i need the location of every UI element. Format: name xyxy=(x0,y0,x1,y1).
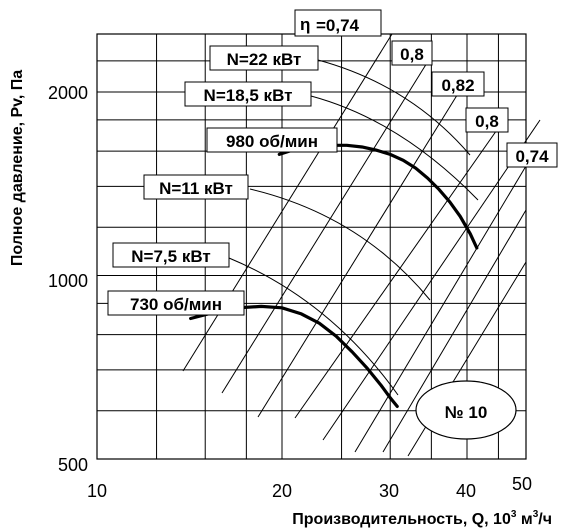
efficiency-ray xyxy=(382,209,527,453)
x-axis-label-tail: /ч xyxy=(538,511,552,528)
x-tick-label: 40 xyxy=(456,481,476,501)
power-lines xyxy=(228,59,479,396)
efficiency-ray xyxy=(221,57,431,394)
svg-text:N=7,5 кВт: N=7,5 кВт xyxy=(131,247,210,266)
svg-text:0,8: 0,8 xyxy=(400,45,424,64)
svg-text:980 об/мин: 980 об/мин xyxy=(226,132,318,151)
svg-text:N=11 кВт: N=11 кВт xyxy=(159,179,233,198)
svg-text:730 об/мин: 730 об/мин xyxy=(130,295,222,314)
efficiency-ray xyxy=(322,119,541,441)
x-tick-label: 50 xyxy=(512,474,532,494)
svg-text:0,8: 0,8 xyxy=(475,112,499,131)
power-arc xyxy=(228,257,399,396)
eta-symbol: η xyxy=(300,15,310,34)
model-badge: № 10 xyxy=(415,380,517,440)
x-axis-label-unit: м xyxy=(516,511,532,528)
x-tick-label: 10 xyxy=(87,481,107,501)
svg-text:№ 10: № 10 xyxy=(445,403,488,422)
eta-label-0-8-left: 0,8 xyxy=(391,40,433,66)
x-axis-label: Производительность, Q, 103 м3/ч xyxy=(292,509,552,528)
eta-label-0-74-right: 0,74 xyxy=(506,142,558,168)
svg-text:0,74: 0,74 xyxy=(515,147,549,166)
y-tick-label: 2000 xyxy=(48,83,88,103)
eta-label-0-82: 0,82 xyxy=(431,71,485,97)
eta-label-0-8-right: 0,8 xyxy=(465,107,509,133)
speed-label-730: 730 об/мин xyxy=(107,290,245,316)
power-label-22: N=22 кВт xyxy=(209,45,319,71)
x-tick-label: 20 xyxy=(272,481,292,501)
svg-text:N=18,5 кВт: N=18,5 кВт xyxy=(204,86,293,105)
x-axis-label-exp2: 3 xyxy=(533,509,539,520)
curve-980-rpm xyxy=(277,143,479,250)
power-arc xyxy=(249,188,431,301)
efficiency-ray xyxy=(257,91,460,418)
y-tick-label: 500 xyxy=(58,455,88,475)
svg-text:N=22 кВт: N=22 кВт xyxy=(227,50,302,69)
efficiency-ray xyxy=(354,165,527,453)
svg-text:0,82: 0,82 xyxy=(441,76,474,95)
svg-text:=0,74: =0,74 xyxy=(316,16,360,35)
power-arc xyxy=(310,95,479,201)
efficiency-ray xyxy=(294,126,500,419)
power-label-7-5: N=7,5 кВт xyxy=(112,242,230,268)
x-axis-label-exp: 3 xyxy=(511,509,517,520)
x-tick-label: 30 xyxy=(379,481,399,501)
eta-label-0-74-top: η =0,74 xyxy=(294,9,382,37)
y-tick-label: 1000 xyxy=(48,271,88,291)
power-label-18-5: N=18,5 кВт xyxy=(184,81,312,107)
y-axis-label: Полное давление, Pv, Па xyxy=(9,70,26,266)
x-axis-label-main: Производительность, Q, 10 xyxy=(292,511,511,528)
power-label-11: N=11 кВт xyxy=(143,174,249,200)
curve-730-rpm xyxy=(189,304,399,408)
speed-label-980: 980 об/мин xyxy=(206,127,338,153)
power-arc xyxy=(317,59,471,156)
